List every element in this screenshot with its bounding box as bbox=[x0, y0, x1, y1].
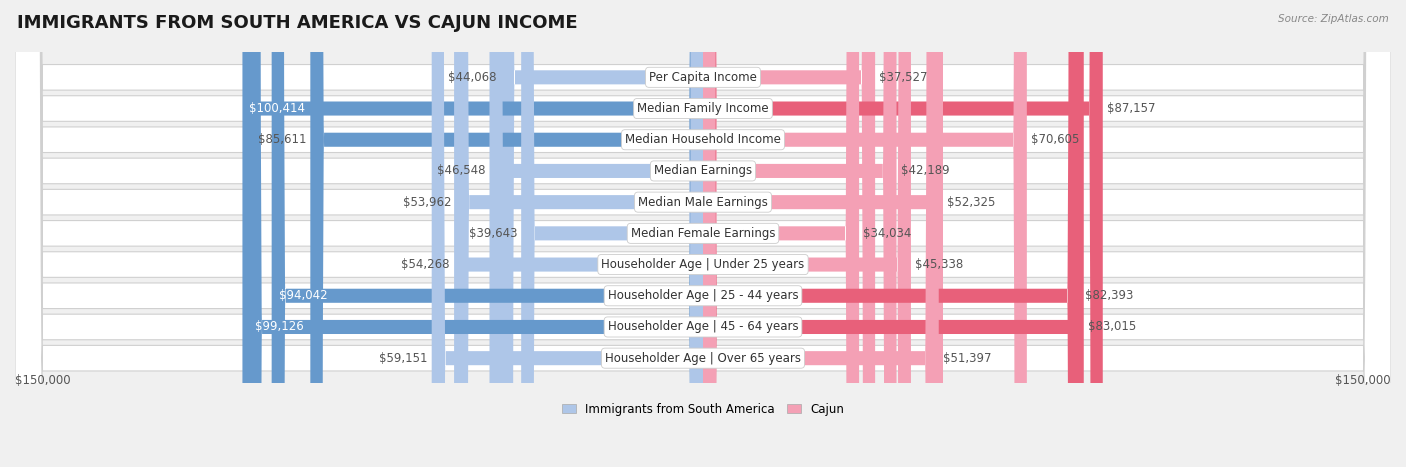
FancyBboxPatch shape bbox=[15, 0, 1391, 467]
FancyBboxPatch shape bbox=[456, 0, 703, 467]
FancyBboxPatch shape bbox=[703, 0, 1102, 467]
Text: Median Earnings: Median Earnings bbox=[654, 164, 752, 177]
FancyBboxPatch shape bbox=[15, 0, 1391, 467]
Text: $34,034: $34,034 bbox=[863, 227, 911, 240]
FancyBboxPatch shape bbox=[703, 0, 943, 467]
Text: $44,068: $44,068 bbox=[449, 71, 496, 84]
FancyBboxPatch shape bbox=[432, 0, 703, 467]
FancyBboxPatch shape bbox=[703, 0, 1026, 467]
FancyBboxPatch shape bbox=[15, 0, 1391, 467]
Legend: Immigrants from South America, Cajun: Immigrants from South America, Cajun bbox=[557, 398, 849, 420]
Text: $83,015: $83,015 bbox=[1088, 320, 1136, 333]
FancyBboxPatch shape bbox=[703, 0, 1084, 467]
Text: $59,151: $59,151 bbox=[380, 352, 427, 365]
Text: $53,962: $53,962 bbox=[404, 196, 451, 209]
Text: $82,393: $82,393 bbox=[1085, 289, 1133, 302]
FancyBboxPatch shape bbox=[522, 0, 703, 467]
Text: Householder Age | Under 25 years: Householder Age | Under 25 years bbox=[602, 258, 804, 271]
FancyBboxPatch shape bbox=[489, 0, 703, 467]
Text: $37,527: $37,527 bbox=[879, 71, 928, 84]
FancyBboxPatch shape bbox=[703, 0, 897, 467]
FancyBboxPatch shape bbox=[271, 0, 703, 467]
Text: $54,268: $54,268 bbox=[402, 258, 450, 271]
Text: $42,189: $42,189 bbox=[901, 164, 949, 177]
FancyBboxPatch shape bbox=[15, 0, 1391, 467]
Text: $100,414: $100,414 bbox=[249, 102, 305, 115]
FancyBboxPatch shape bbox=[501, 0, 703, 467]
Text: Source: ZipAtlas.com: Source: ZipAtlas.com bbox=[1278, 14, 1389, 24]
FancyBboxPatch shape bbox=[703, 0, 875, 467]
FancyBboxPatch shape bbox=[15, 0, 1391, 467]
Text: $99,126: $99,126 bbox=[256, 320, 304, 333]
FancyBboxPatch shape bbox=[15, 0, 1391, 467]
FancyBboxPatch shape bbox=[15, 0, 1391, 467]
Text: $150,000: $150,000 bbox=[15, 374, 70, 387]
FancyBboxPatch shape bbox=[454, 0, 703, 467]
FancyBboxPatch shape bbox=[15, 0, 1391, 467]
Text: $39,643: $39,643 bbox=[468, 227, 517, 240]
FancyBboxPatch shape bbox=[15, 0, 1391, 467]
FancyBboxPatch shape bbox=[249, 0, 703, 467]
Text: Per Capita Income: Per Capita Income bbox=[650, 71, 756, 84]
FancyBboxPatch shape bbox=[311, 0, 703, 467]
FancyBboxPatch shape bbox=[242, 0, 703, 467]
Text: $87,157: $87,157 bbox=[1107, 102, 1156, 115]
Text: $85,611: $85,611 bbox=[257, 133, 307, 146]
Text: $45,338: $45,338 bbox=[915, 258, 963, 271]
Text: Householder Age | 25 - 44 years: Householder Age | 25 - 44 years bbox=[607, 289, 799, 302]
Text: Householder Age | 45 - 64 years: Householder Age | 45 - 64 years bbox=[607, 320, 799, 333]
Text: $94,042: $94,042 bbox=[278, 289, 328, 302]
Text: Median Family Income: Median Family Income bbox=[637, 102, 769, 115]
FancyBboxPatch shape bbox=[703, 0, 859, 467]
FancyBboxPatch shape bbox=[703, 0, 939, 467]
Text: Median Household Income: Median Household Income bbox=[626, 133, 780, 146]
Text: Median Female Earnings: Median Female Earnings bbox=[631, 227, 775, 240]
FancyBboxPatch shape bbox=[703, 0, 1081, 467]
Text: Median Male Earnings: Median Male Earnings bbox=[638, 196, 768, 209]
FancyBboxPatch shape bbox=[703, 0, 911, 467]
Text: $46,548: $46,548 bbox=[437, 164, 485, 177]
Text: $51,397: $51,397 bbox=[943, 352, 991, 365]
Text: $70,605: $70,605 bbox=[1031, 133, 1080, 146]
Text: $150,000: $150,000 bbox=[1336, 374, 1391, 387]
Text: $52,325: $52,325 bbox=[948, 196, 995, 209]
FancyBboxPatch shape bbox=[15, 0, 1391, 467]
Text: IMMIGRANTS FROM SOUTH AMERICA VS CAJUN INCOME: IMMIGRANTS FROM SOUTH AMERICA VS CAJUN I… bbox=[17, 14, 578, 32]
Text: Householder Age | Over 65 years: Householder Age | Over 65 years bbox=[605, 352, 801, 365]
